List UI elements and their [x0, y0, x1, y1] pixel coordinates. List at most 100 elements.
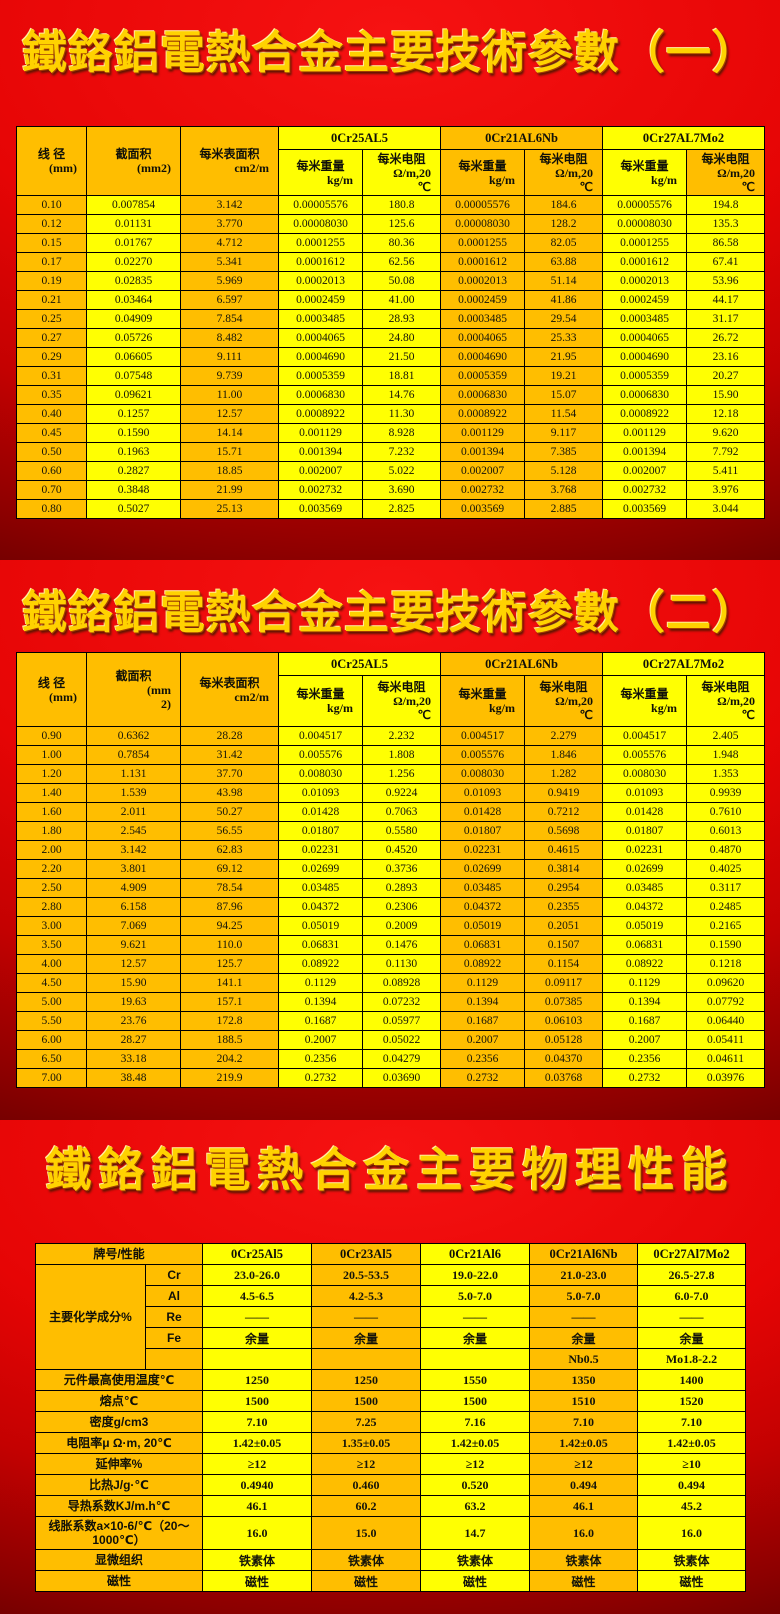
table-cell: 0.0008922	[278, 404, 363, 424]
table-cell: 0.5698	[524, 821, 604, 841]
table-row: 3.50 9.621 110.0 0.06831 0.1476 0.06831 0.1507…	[16, 935, 766, 955]
table-cell: 0.07792	[686, 992, 766, 1012]
table-cell: 1250	[202, 1369, 312, 1391]
table-cell: 0.1507	[524, 935, 604, 955]
table-cell: 24.80	[361, 328, 442, 348]
weight-per-meter-header: 每米重量 kg/m	[602, 675, 688, 727]
table-cell: 0.1154	[524, 954, 604, 974]
table-cell: 0.04370	[524, 1049, 604, 1069]
table-cell: 0.001394	[602, 442, 688, 462]
property-label: 磁性	[35, 1570, 203, 1592]
table-cell: 0.03976	[686, 1068, 766, 1088]
table-cell: 4.2-5.3	[311, 1285, 421, 1307]
table-cell: 0.003569	[602, 499, 688, 519]
table-row: 5.50 23.76 172.8 0.1687 0.05977 0.1687 0.06103…	[16, 1011, 766, 1031]
table-cell: 5.341	[180, 252, 279, 272]
table-cell: 0.2954	[524, 878, 604, 898]
table-cell: 0.494	[529, 1474, 638, 1496]
table-row: 6.50 33.18 204.2 0.2356 0.04279 0.2356 0.04370…	[16, 1049, 766, 1069]
table-cell: 43.98	[180, 783, 279, 803]
alloy-header: 0Cr21AL6Nb	[440, 126, 604, 150]
table-cell: 180.8	[361, 195, 442, 215]
table-cell: 磁性	[311, 1570, 421, 1592]
column-header: 每米表面积 cm2/m	[180, 652, 279, 727]
table-cell: 0.0005359	[602, 366, 688, 386]
table-cell: 0.1590	[86, 423, 181, 443]
table-cell: 0.0002013	[602, 271, 688, 291]
table-row: 0.10 0.007854 3.142 0.00005576 180.8 0.000055…	[16, 195, 766, 215]
table-cell: 0.90	[16, 726, 87, 746]
table-cell: 0.001129	[602, 423, 688, 443]
table-row: 7.00 38.48 219.9 0.2732 0.03690 0.2732 0.03768…	[16, 1068, 766, 1088]
table-cell: 0.06831	[440, 935, 526, 955]
table-cell: 46.1	[202, 1495, 312, 1517]
table-cell: 1350	[529, 1369, 638, 1391]
table-cell: 0.7610	[686, 802, 766, 822]
table-cell: 0.0008922	[440, 404, 526, 424]
table-cell: 0.1129	[278, 973, 363, 993]
table-cell: 63.88	[524, 252, 604, 272]
table-cell: 2.00	[16, 840, 87, 860]
table-cell: 41.00	[361, 290, 442, 310]
table-cell: 0.2007	[602, 1030, 688, 1050]
table-cell: 2.80	[16, 897, 87, 917]
table-cell: 219.9	[180, 1068, 279, 1088]
table-cell: 0.03485	[440, 878, 526, 898]
table-cell: 28.93	[361, 309, 442, 329]
table-cell: 0.10	[16, 195, 87, 215]
table-cell: 0.4025	[686, 859, 766, 879]
table-cell: 0.2007	[440, 1030, 526, 1050]
table-cell: 1.35±0.05	[311, 1432, 421, 1454]
table-cell: 0.01428	[440, 802, 526, 822]
property-row: 电阻率μ Ω·m, 20℃ 1.42±0.05 1.35±0.05 1.42±0.05…	[35, 1432, 746, 1454]
table-cell: 56.55	[180, 821, 279, 841]
table-cell: 125.6	[361, 214, 442, 234]
table-cell: 0.02231	[440, 840, 526, 860]
table-cell: 46.1	[529, 1495, 638, 1517]
table-cell: 0.03485	[278, 878, 363, 898]
table-cell: 0.460	[311, 1474, 421, 1496]
table-cell: 0.001394	[440, 442, 526, 462]
table-cell: 15.71	[180, 442, 279, 462]
table-cell: 0.19	[16, 271, 87, 291]
table-cell: 12.57	[180, 404, 279, 424]
table-cell: 6.158	[86, 897, 181, 917]
table-cell: 8.482	[180, 328, 279, 348]
table-cell: 21.0-23.0	[529, 1264, 638, 1286]
table-cell: 0.007854	[86, 195, 181, 215]
table-cell: 0.02699	[278, 859, 363, 879]
table-cell: 0.07548	[86, 366, 181, 386]
table-cell: 19.21	[524, 366, 604, 386]
table-cell: 0.70	[16, 480, 87, 500]
subheader-row: 每米重量 kg/m 每米电阻 Ω/m,20 ℃ 每米重量 kg/m 每米电阻 Ω/m,20 ℃ 每米…	[17, 149, 766, 196]
table-cell: 0.1476	[361, 935, 442, 955]
table-cell: 0.9939	[686, 783, 766, 803]
table-cell: 0.002007	[440, 461, 526, 481]
alloy-header: 0Cr21Al6	[420, 1243, 530, 1265]
table-row: 1.80 2.545 56.55 0.01807 0.5580 0.01807 0.5698…	[16, 821, 766, 841]
weight-per-meter-header: 每米重量 kg/m	[278, 149, 363, 196]
table-cell: 1.20	[16, 764, 87, 784]
table-cell: 9.621	[86, 935, 181, 955]
table-cell: 余量	[420, 1327, 530, 1349]
table-cell: 0.5580	[361, 821, 442, 841]
property-label: 显微组织	[35, 1549, 203, 1571]
table-cell: 3.00	[16, 916, 87, 936]
table-cell: 21.99	[180, 480, 279, 500]
property-label: 电阻率μ Ω·m, 20℃	[35, 1432, 203, 1454]
table-cell: 0.04279	[361, 1049, 442, 1069]
table-cell: 0.3117	[686, 878, 766, 898]
chem-row: 主要化学成分% Cr 23.0-26.0 20.5-53.5 19.0-22.0 21.0…	[35, 1264, 746, 1370]
table-cell: 5.128	[524, 461, 604, 481]
table-cell: 6.597	[180, 290, 279, 310]
table-cell: 1250	[311, 1369, 421, 1391]
table-cell: 28.27	[86, 1030, 181, 1050]
table-cell: 0.01093	[602, 783, 688, 803]
table-cell: 3.768	[524, 480, 604, 500]
table-cell: 82.05	[524, 233, 604, 253]
subheader-row: 每米重量 kg/m 每米电阻 Ω/m,20 ℃ 每米重量 kg/m 每米电阻 Ω/m,20 ℃ 每米…	[17, 675, 766, 727]
table-row: 2.50 4.909 78.54 0.03485 0.2893 0.03485 0.2954…	[16, 878, 766, 898]
table-cell: 0.09621	[86, 385, 181, 405]
